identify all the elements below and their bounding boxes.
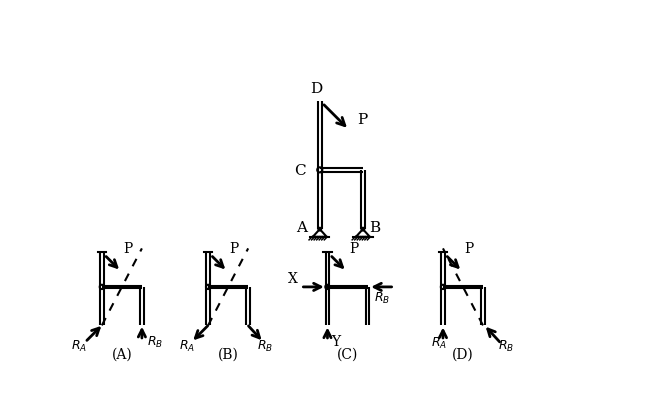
Text: $R_A$: $R_A$ [178,338,194,353]
Text: C: C [294,164,306,178]
Text: A: A [296,220,308,234]
Text: B: B [369,220,380,234]
Text: (A): (A) [111,347,133,361]
Text: $R_A$: $R_A$ [431,335,447,351]
Text: P: P [464,242,474,256]
Text: $R_B$: $R_B$ [498,338,514,353]
Text: P: P [123,242,133,256]
Text: X: X [288,271,298,285]
Text: Y: Y [331,335,340,348]
Text: (D): (D) [452,347,474,361]
Text: (C): (C) [337,347,358,361]
Text: $R_B$: $R_B$ [147,334,163,349]
Text: P: P [349,242,358,256]
Text: P: P [230,242,239,256]
Text: D: D [310,82,323,96]
Text: P: P [357,113,367,127]
Text: $R_B$: $R_B$ [374,290,390,305]
Text: $R_B$: $R_B$ [257,338,273,353]
Text: (B): (B) [218,347,238,361]
Text: $R_A$: $R_A$ [71,338,87,353]
